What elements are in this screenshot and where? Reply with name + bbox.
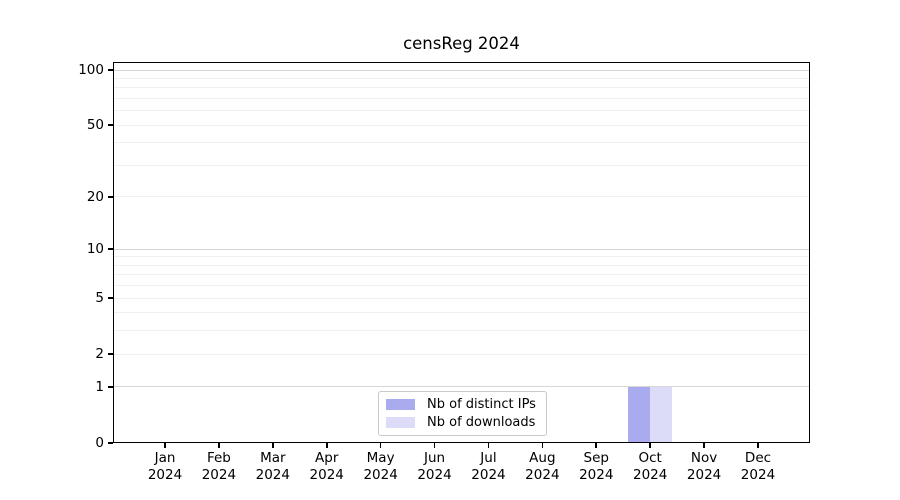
x-tick-month: Mar [260,450,286,466]
x-tick-label: Dec 2024 [726,450,790,483]
major-gridline [113,386,810,388]
x-tick-month: Jun [423,450,446,466]
minor-gridline [113,256,810,258]
x-tick-year: 2024 [309,466,344,483]
y-tick-label: 100 [78,62,104,78]
x-tick-mark [218,443,220,448]
x-tick-mark [164,443,166,448]
x-tick-label: Sep 2024 [564,450,628,483]
x-tick-mark [325,443,328,448]
x-tick-month: Nov [690,450,718,466]
x-tick-label: Jan 2024 [133,450,197,483]
y-tick-mark [108,196,113,198]
minor-gridline [113,110,810,112]
y-tick-label: 2 [95,346,104,363]
minor-gridline [113,353,810,355]
y-tick-label: 1 [95,378,104,395]
x-tick-label: Feb 2024 [187,450,251,483]
x-tick-month: Sep [583,450,609,466]
minor-gridline [113,77,810,79]
legend-swatch-downloads [386,416,415,428]
x-tick-month: Oct [638,450,662,466]
x-tick-year: 2024 [579,466,614,483]
x-tick-mark [649,443,651,448]
minor-gridline [113,87,810,89]
minor-gridline [113,285,810,287]
x-tick-year: 2024 [417,466,452,483]
x-tick-mark [541,443,544,448]
minor-gridline [113,164,810,166]
x-tick-mark [595,443,598,448]
minor-gridline [113,264,810,266]
y-tick-mark [108,248,113,250]
y-tick-label: 50 [86,117,104,134]
x-tick-month: May [366,450,395,466]
x-tick-month: Jul [480,450,497,466]
x-tick-mark [703,443,705,448]
x-tick-label: Mar 2024 [241,450,305,483]
x-tick-label: Aug 2024 [510,450,574,483]
y-tick-mark [108,297,113,299]
x-tick-year: 2024 [686,466,722,483]
x-tick-mark [757,443,759,448]
y-tick-mark [108,353,113,355]
x-tick-year: 2024 [201,466,237,483]
chart-title: censReg 2024 [403,34,520,53]
major-gridline [113,248,810,250]
x-tick-year: 2024 [740,466,776,483]
x-tick-label: Apr 2024 [295,450,359,483]
x-tick-year: 2024 [363,466,398,483]
x-tick-label: Jun 2024 [403,450,467,483]
bar-distinct-ips [628,386,651,443]
y-tick-mark [108,124,113,127]
minor-gridline [113,124,810,126]
x-tick-label: Nov 2024 [672,450,736,483]
legend: Nb of distinct IPs Nb of downloads [378,391,547,436]
x-tick-mark [379,443,382,448]
y-tick-label: 0 [95,435,104,451]
minor-gridline [113,330,810,332]
x-tick-year: 2024 [471,466,506,483]
minor-gridline [113,312,810,314]
legend-swatch-distinct-ips [386,399,415,411]
x-tick-mark [433,443,436,448]
plot-area [113,62,810,443]
minor-gridline [113,97,810,99]
minor-gridline [113,274,810,276]
y-tick-mark [108,69,113,71]
y-tick-mark [108,386,113,388]
x-tick-month: Aug [529,450,556,466]
x-tick-label: Oct 2024 [618,450,682,483]
legend-label: Nb of downloads [427,414,536,430]
minor-gridline [113,297,810,299]
minor-gridline [113,196,810,198]
x-tick-year: 2024 [525,466,560,483]
legend-label: Nb of distinct IPs [427,397,536,413]
x-tick-year: 2024 [632,466,668,483]
bar-downloads [650,386,673,443]
y-tick-label: 20 [86,188,104,205]
x-tick-year: 2024 [147,466,183,483]
x-tick-label: May 2024 [349,450,413,483]
legend-item: Nb of downloads [386,414,538,431]
minor-gridline [113,142,810,144]
y-tick-label: 5 [95,290,104,307]
x-tick-mark [487,443,490,448]
legend-item: Nb of distinct IPs [386,396,538,413]
major-gridline [113,69,810,71]
x-tick-month: Apr [315,450,339,466]
x-tick-month: Jan [154,450,176,466]
x-tick-mark [272,443,274,448]
x-tick-year: 2024 [255,466,290,483]
x-tick-label: Jul 2024 [456,450,520,483]
x-tick-month: Dec [744,450,772,466]
y-tick-label: 10 [86,241,104,258]
y-tick-mark [108,442,113,444]
x-tick-month: Feb [206,450,231,466]
